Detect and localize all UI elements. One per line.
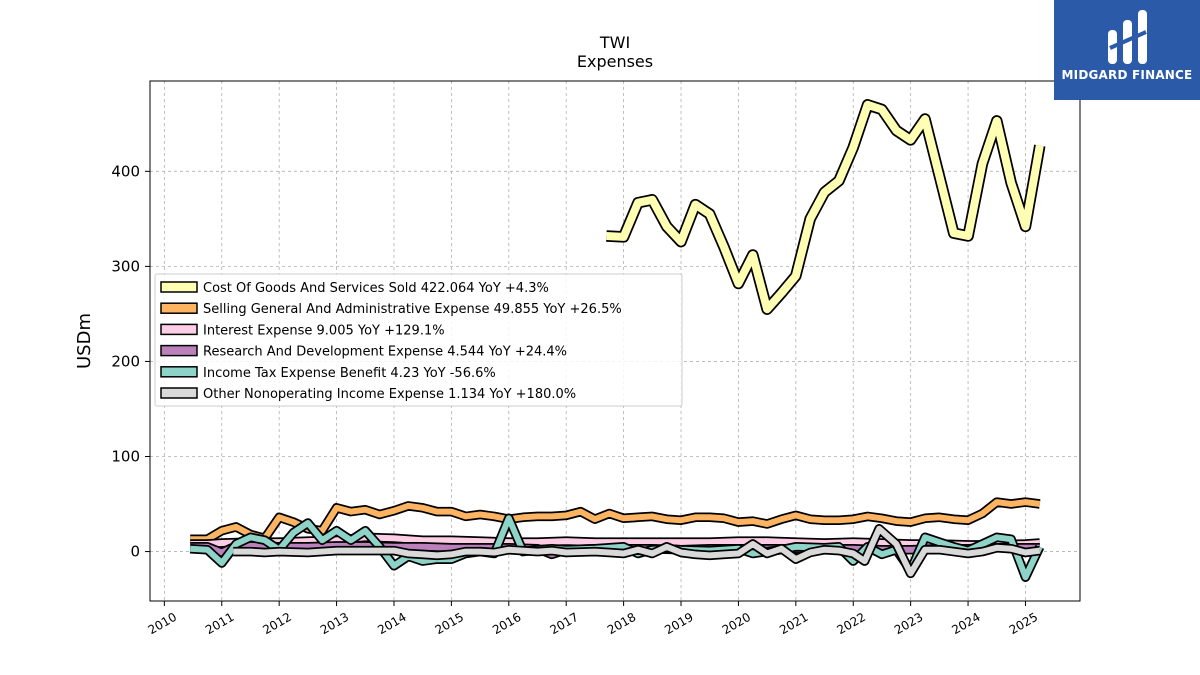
x-tick-label: 2022 — [835, 610, 868, 637]
x-tick-label: 2021 — [777, 610, 810, 637]
y-tick-label: 400 — [111, 162, 140, 180]
legend-label: Selling General And Administrative Expen… — [203, 302, 622, 317]
legend-swatch — [160, 366, 198, 378]
midgard-finance-logo: MIDGARD FINANCE — [1054, 0, 1200, 100]
legend-swatch — [160, 302, 198, 314]
legend-label: Research And Development Expense 4.544 Y… — [203, 345, 567, 360]
x-tick-label: 2017 — [547, 610, 580, 637]
x-tick-label: 2025 — [1007, 610, 1040, 637]
logo-mark-icon — [1108, 10, 1147, 64]
y-tick-label: 300 — [111, 257, 140, 275]
series-line — [190, 499, 1041, 543]
legend-label: Income Tax Expense Benefit 4.23 YoY -56.… — [203, 366, 496, 381]
x-tick-label: 2016 — [490, 610, 523, 637]
y-tick-label: 200 — [111, 352, 140, 370]
x-tick-label: 2010 — [146, 610, 179, 637]
x-tick-label: 2011 — [203, 610, 236, 637]
x-tick-label: 2012 — [260, 610, 293, 637]
logo-text: MIDGARD FINANCE — [1061, 68, 1193, 82]
x-tick-label: 2023 — [892, 610, 925, 637]
x-tick-label: 2024 — [949, 610, 982, 637]
series-interest-expense — [190, 532, 1041, 550]
series-other-nonoperating-income-expense — [233, 524, 1041, 579]
legend-swatch — [160, 281, 198, 293]
plot-frame — [149, 80, 1081, 602]
y-axis-label: USDm — [74, 313, 95, 369]
chart-subtitle: Expenses — [577, 52, 653, 71]
series-line — [606, 100, 1044, 314]
legend-label: Other Nonoperating Income Expense 1.134 … — [203, 387, 576, 402]
x-tick-label: 2020 — [720, 610, 753, 637]
legend-swatch — [160, 387, 198, 399]
x-tick-label: 2015 — [433, 610, 466, 637]
x-tick-label: 2014 — [375, 610, 408, 637]
legend-swatch — [160, 323, 198, 336]
y-tick-label: 0 — [130, 543, 140, 561]
x-tick-label: 2019 — [662, 610, 695, 637]
series-selling-general-and-administrative-expense — [190, 497, 1041, 544]
legend-label: Cost Of Goods And Services Sold 422.064 … — [203, 281, 549, 296]
x-tick-label: 2018 — [605, 610, 638, 637]
x-tick-label: 2013 — [318, 610, 351, 637]
chart-title: TWI — [599, 33, 630, 52]
legend: Cost Of Goods And Services Sold 422.064 … — [154, 273, 683, 407]
legend-box — [154, 273, 683, 407]
y-tick-label: 100 — [111, 448, 140, 466]
series-cost-of-goods-and-services-sold — [606, 99, 1046, 315]
series-line — [190, 534, 1041, 548]
legend-label: Interest Expense 9.005 YoY +129.1% — [203, 323, 445, 338]
legend-swatch — [160, 344, 198, 357]
series-line — [233, 525, 1041, 577]
series-lines — [189, 99, 1046, 582]
